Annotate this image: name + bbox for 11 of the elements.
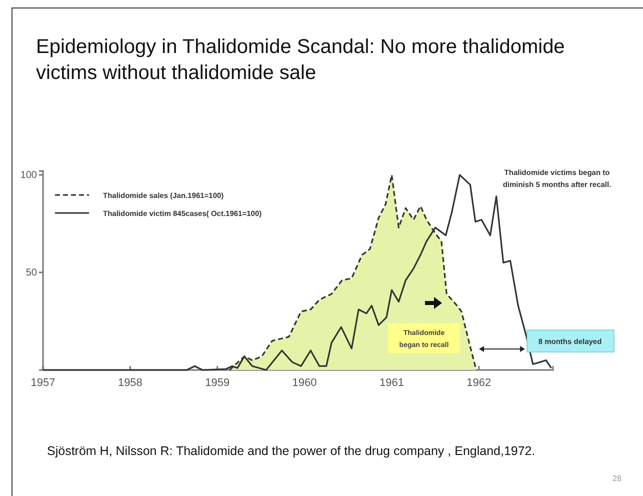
x-tick-label: 1960 — [292, 376, 317, 389]
x-tick-label: 1957 — [30, 376, 56, 389]
y-tick-label: 100 — [20, 170, 38, 182]
text: 28 — [612, 474, 622, 483]
x-tick-label: 1958 — [118, 376, 142, 389]
text: Sjöström H, Nilsson R: Thalidomide and the power of the drug company , England,1972. — [47, 444, 536, 458]
chart-title: Epidemiology in Thalidomide Scandal: No more thalidomide victims without thalidomide sale — [36, 36, 565, 84]
x-tick-label: 1962 — [466, 376, 492, 389]
y-tick-label: 50 — [26, 268, 38, 279]
x-tick-label: 1961 — [379, 376, 404, 389]
x-tick-label: 1959 — [205, 376, 230, 389]
